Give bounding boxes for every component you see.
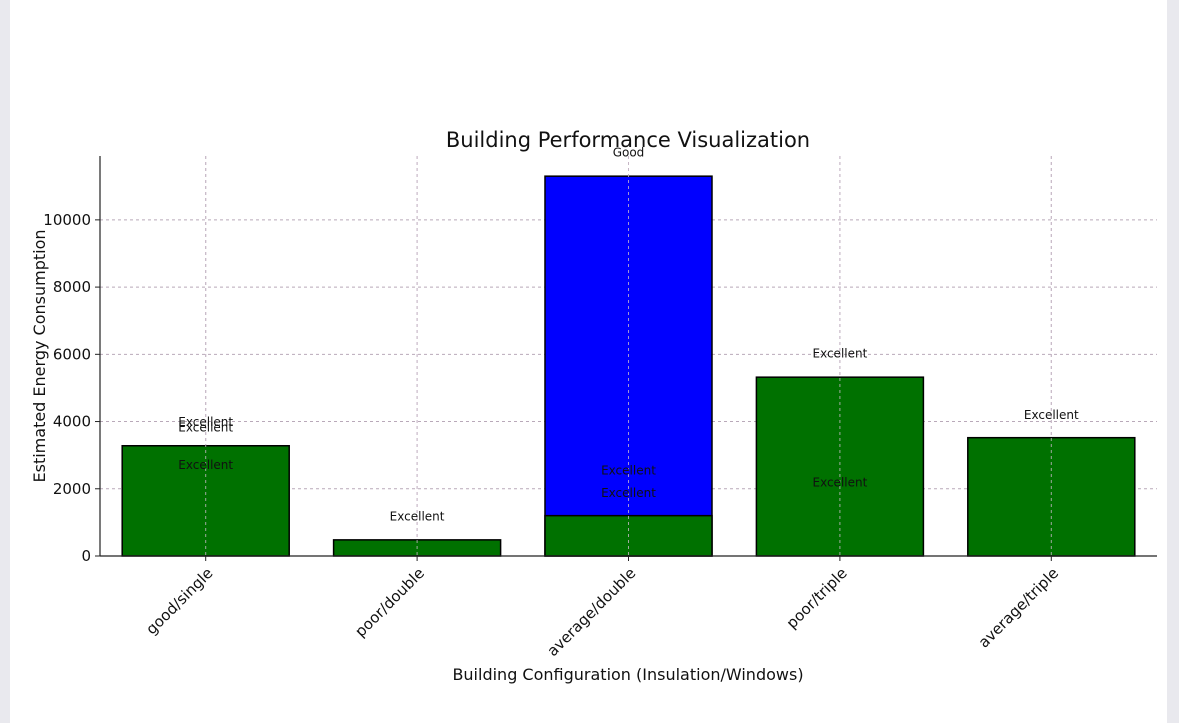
x-ticks: good/single poor/double average/double poor…: [142, 556, 1062, 660]
chart: 0 2000 4000 6000 8000 10000 good/single poor/d…: [30, 128, 1157, 684]
bar-annotation: Excellent: [178, 420, 233, 434]
y-tick-label: 10000: [43, 211, 91, 229]
y-tick-label: 0: [81, 547, 91, 565]
y-tick-label: 6000: [53, 345, 91, 363]
x-tick-label: poor/double: [351, 564, 428, 641]
y-axis-label: Estimated Energy Consumption: [30, 230, 49, 483]
bar: [967, 436, 1136, 557]
bar-annotation: Excellent: [178, 458, 233, 472]
bar-annotation: Excellent: [390, 509, 445, 523]
bar: [755, 376, 925, 557]
annotations: ExcellentExcellentExcellentExcellentGood…: [178, 146, 1079, 524]
x-axis-label: Building Configuration (Insulation/Windo…: [452, 665, 803, 684]
bar-annotation: Excellent: [812, 476, 867, 490]
x-tick-label: average/triple: [975, 564, 1062, 651]
x-tick-label: average/double: [543, 564, 639, 660]
y-tick-label: 2000: [53, 480, 91, 498]
x-tick-label: good/single: [142, 564, 216, 638]
y-ticks: 0 2000 4000 6000 8000 10000: [43, 211, 100, 565]
bar-annotation: Excellent: [601, 486, 656, 500]
chart-title: Building Performance Visualization: [446, 128, 810, 152]
bar-annotation: Excellent: [812, 347, 867, 361]
bar-annotation: Excellent: [601, 464, 656, 478]
bar-annotation: Good: [613, 146, 645, 160]
bar-annotation: Excellent: [1024, 408, 1079, 422]
x-tick-label: poor/triple: [783, 564, 851, 632]
bars: [121, 156, 1136, 557]
chart-frame: 0 2000 4000 6000 8000 10000 good/single poor/d…: [10, 0, 1167, 723]
y-tick-label: 8000: [53, 278, 91, 296]
y-tick-label: 4000: [53, 413, 91, 431]
bar-annotation: Excellent: [178, 415, 233, 429]
